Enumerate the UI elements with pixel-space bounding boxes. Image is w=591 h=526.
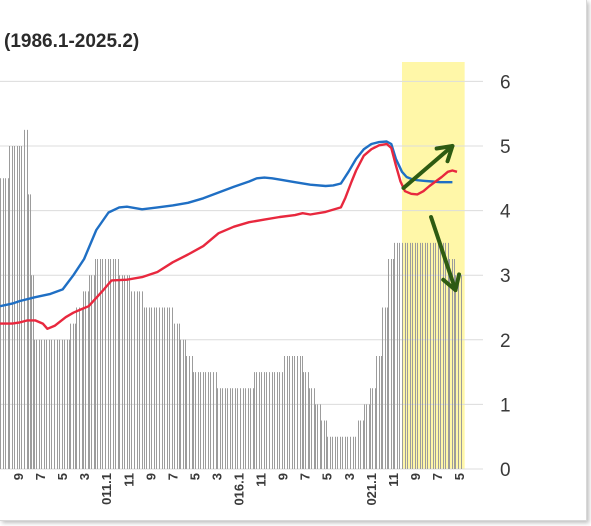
x-tick-label: 9	[276, 473, 291, 480]
x-tick-label: 7	[33, 473, 48, 480]
x-tick-label: 3	[209, 473, 224, 480]
arrow-head-down-right	[441, 272, 462, 293]
x-tick-label: 7	[165, 473, 180, 480]
arrow-head-up-right	[434, 143, 455, 164]
x-tick-label: 5	[452, 473, 467, 480]
y-tick-label: 5	[500, 137, 511, 158]
series-line-2	[0, 142, 458, 330]
x-tick-label: 9	[11, 473, 26, 480]
y-tick-label: 0	[500, 460, 511, 481]
y-tick-label: 6	[500, 72, 511, 93]
series-line-1	[0, 140, 453, 308]
x-tick-label: 5	[187, 473, 202, 480]
x-tick-label: 021.1	[364, 473, 379, 506]
x-tick-label: 7	[430, 473, 445, 480]
x-tick-label: 3	[342, 473, 357, 480]
x-tick-label: 5	[320, 473, 335, 480]
x-tick-label: 011.1	[99, 473, 114, 505]
x-tick-label: 9	[143, 473, 158, 480]
chart-title: (1986.1-2025.2)	[4, 31, 140, 52]
x-tick-label: 5	[55, 473, 70, 480]
x-tick-label: 11	[386, 473, 401, 487]
x-tick-label: 7	[298, 473, 313, 480]
y-tick-label: 2	[500, 331, 511, 352]
x-tick-label: 11	[121, 473, 136, 487]
x-tick-label: 3	[77, 473, 92, 480]
x-tick-label: 016.1	[232, 473, 247, 506]
x-tick-label: 9	[408, 473, 423, 480]
arrow-down-right	[429, 215, 458, 293]
y-tick-label: 3	[500, 266, 511, 287]
arrow-up-right	[401, 143, 455, 190]
y-tick-label: 1	[500, 395, 511, 416]
x-tick-label: 11	[254, 473, 269, 487]
y-tick-label: 4	[500, 202, 511, 223]
